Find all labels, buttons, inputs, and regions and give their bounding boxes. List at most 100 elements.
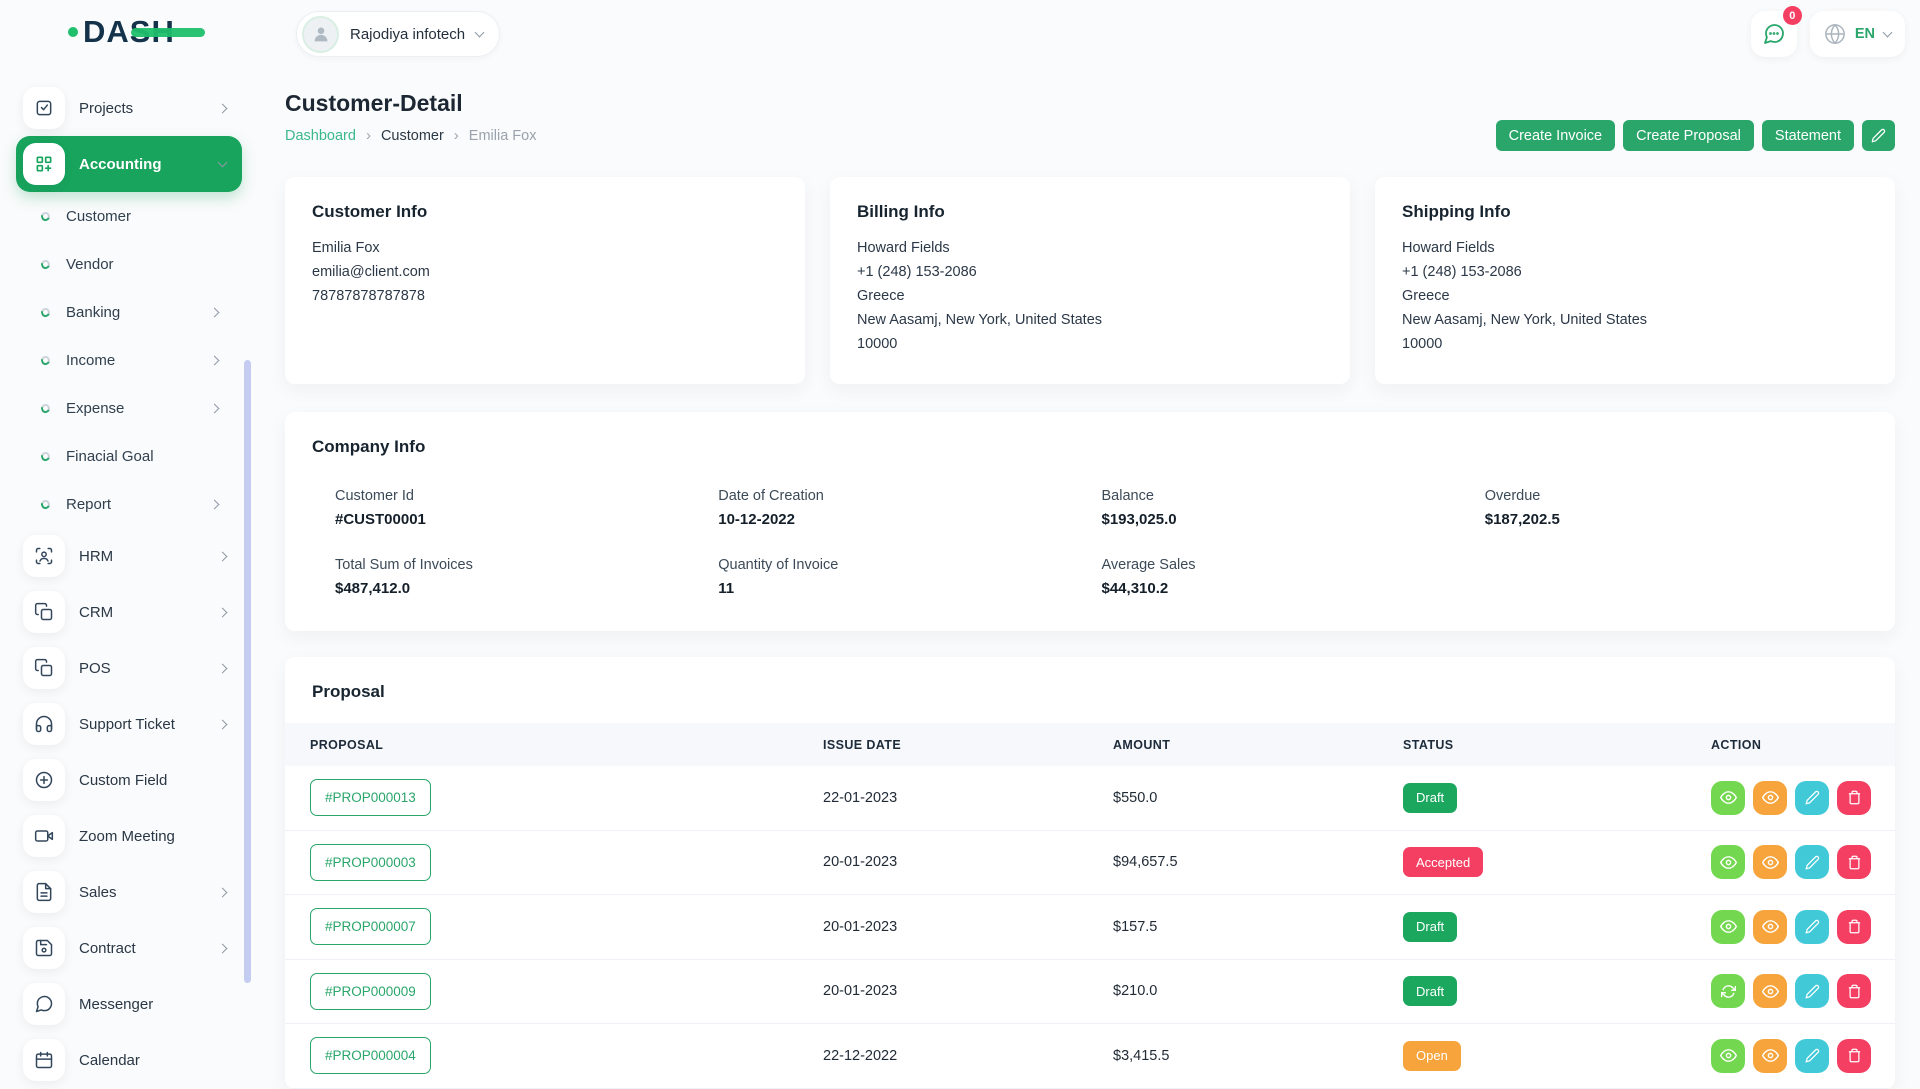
field-quantity-invoice: Quantity of Invoice 11: [718, 557, 839, 597]
breadcrumb-customer[interactable]: Customer: [380, 128, 444, 144]
sidebar-item-pos[interactable]: POS: [16, 640, 242, 696]
messages-button[interactable]: 0: [1750, 6, 1802, 57]
sidebar-item-custom-field[interactable]: Custom Field: [16, 752, 242, 808]
edit-button[interactable]: [1795, 909, 1829, 944]
contract-icon: [23, 927, 65, 969]
customer-email: emilia@client.com: [312, 263, 430, 280]
shipping-info-card: Shipping Info Howard Fields +1 (248) 153…: [1375, 177, 1895, 384]
issue-date: 20-01-2023: [823, 918, 898, 935]
sidebar-item-sales[interactable]: Sales: [16, 864, 242, 920]
proposal-id-link[interactable]: #PROP000003: [310, 843, 431, 881]
sidebar-item-accounting[interactable]: Accounting: [16, 136, 242, 192]
delete-button[interactable]: [1837, 1038, 1871, 1073]
proposal-id-link[interactable]: #PROP000004: [310, 1037, 431, 1075]
custom-field-icon: [23, 759, 65, 801]
preview-button[interactable]: [1753, 974, 1787, 1009]
amount: $210.0: [1113, 983, 1158, 1000]
company-info-card: Company Info Customer Id #CUST00001 Date…: [285, 412, 1895, 631]
shipping-phone: +1 (248) 153-2086: [1402, 263, 1522, 280]
logo-dot: [68, 26, 78, 37]
amount: $157.5: [1113, 918, 1158, 935]
amount: $94,657.5: [1113, 854, 1178, 871]
preview-button[interactable]: [1753, 845, 1787, 880]
language-selector[interactable]: EN: [1809, 11, 1905, 57]
sidebar-item-income[interactable]: Income: [0, 336, 250, 384]
table-row: #PROP000007 20-01-2023 $157.5 Draft: [285, 895, 1895, 960]
sidebar-item-contract[interactable]: Contract: [16, 920, 242, 976]
delete-button[interactable]: [1837, 845, 1871, 880]
shipping-name: Howard Fields: [1402, 240, 1495, 256]
shipping-address: New Aasamj, New York, United States: [1402, 311, 1648, 328]
edit-customer-button[interactable]: [1862, 120, 1895, 151]
preview-button[interactable]: [1753, 780, 1787, 815]
create-invoice-button[interactable]: Create Invoice: [1495, 120, 1616, 151]
breadcrumb-dashboard[interactable]: Dashboard: [285, 128, 356, 144]
delete-button[interactable]: [1837, 909, 1871, 944]
chevron-right-icon: [209, 499, 220, 509]
table-row: #PROP000013 22-01-2023 $550.0 Draft: [285, 766, 1895, 831]
billing-name: Howard Fields: [857, 240, 950, 256]
edit-button[interactable]: [1795, 780, 1829, 815]
table-row: #PROP000009 20-01-2023 $210.0 Draft: [285, 960, 1895, 1024]
sidebar-item-support-ticket[interactable]: Support Ticket: [16, 696, 242, 752]
chevron-right-icon: [217, 103, 228, 113]
issue-date: 22-01-2023: [823, 789, 898, 806]
edit-button[interactable]: [1795, 974, 1829, 1009]
app-logo[interactable]: DASH: [68, 16, 205, 47]
preview-button[interactable]: [1753, 1038, 1787, 1073]
status-badge: Accepted: [1403, 847, 1484, 878]
chevron-right-icon: [217, 887, 228, 897]
proposal-id-link[interactable]: #PROP000007: [310, 908, 431, 946]
shipping-country: Greece: [1402, 287, 1450, 304]
zoom-meeting-icon: [23, 815, 65, 857]
sidebar-item-expense[interactable]: Expense: [0, 384, 250, 432]
refresh-icon: [1720, 984, 1736, 998]
bullet-icon: [39, 402, 52, 414]
field-average-sales: Average Sales $44,310.2: [1101, 557, 1196, 597]
crm-icon: [23, 591, 65, 633]
sidebar-item-finacial-goal[interactable]: Finacial Goal: [0, 432, 250, 480]
company-name: Rajodiya infotech: [350, 25, 466, 43]
delete-button[interactable]: [1837, 974, 1871, 1009]
amount: $550.0: [1113, 789, 1158, 806]
company-selector[interactable]: Rajodiya infotech: [296, 11, 501, 57]
proposal-id-link[interactable]: #PROP000009: [310, 972, 431, 1010]
view-button[interactable]: [1711, 845, 1745, 880]
sidebar-item-customer[interactable]: Customer: [0, 192, 250, 240]
sales-icon: [23, 871, 65, 913]
proposal-id-link[interactable]: #PROP000013: [310, 779, 431, 817]
pencil-icon: [1871, 128, 1886, 143]
convert-button[interactable]: [1711, 974, 1745, 1009]
person-icon: [314, 27, 327, 42]
sidebar-item-zoom-meeting[interactable]: Zoom Meeting: [16, 808, 242, 864]
table-row: #PROP000003 20-01-2023 $94,657.5 Accepte…: [285, 831, 1895, 895]
field-balance: Balance $193,025.0: [1101, 488, 1177, 528]
sidebar-item-banking[interactable]: Banking: [0, 288, 250, 336]
bullet-icon: [39, 498, 52, 510]
customer-phone: 78787878787878: [312, 287, 425, 304]
view-button[interactable]: [1711, 780, 1745, 815]
delete-button[interactable]: [1837, 780, 1871, 815]
chevron-right-icon: [217, 719, 228, 729]
globe-icon: [1824, 23, 1845, 45]
messenger-icon: [23, 983, 65, 1025]
sidebar-item-calendar[interactable]: Calendar: [16, 1032, 242, 1088]
statement-button[interactable]: Statement: [1761, 120, 1854, 151]
view-button[interactable]: [1711, 1038, 1745, 1073]
sidebar-item-messenger[interactable]: Messenger: [16, 976, 242, 1032]
sidebar-item-report[interactable]: Report: [0, 480, 250, 528]
create-proposal-button[interactable]: Create Proposal: [1623, 120, 1754, 151]
sidebar-item-hrm[interactable]: HRM: [16, 528, 242, 584]
edit-button[interactable]: [1795, 845, 1829, 880]
bullet-icon: [39, 450, 52, 462]
billing-zip: 10000: [857, 335, 898, 352]
sidebar-item-vendor[interactable]: Vendor: [0, 240, 250, 288]
preview-button[interactable]: [1753, 909, 1787, 944]
bullet-icon: [39, 354, 52, 366]
sidebar-scrollbar[interactable]: [244, 360, 251, 983]
sidebar-item-projects[interactable]: Projects: [16, 80, 242, 136]
edit-button[interactable]: [1795, 1038, 1829, 1073]
view-button[interactable]: [1711, 909, 1745, 944]
sidebar-item-crm[interactable]: CRM: [16, 584, 242, 640]
chevron-down-icon: [1882, 27, 1893, 37]
